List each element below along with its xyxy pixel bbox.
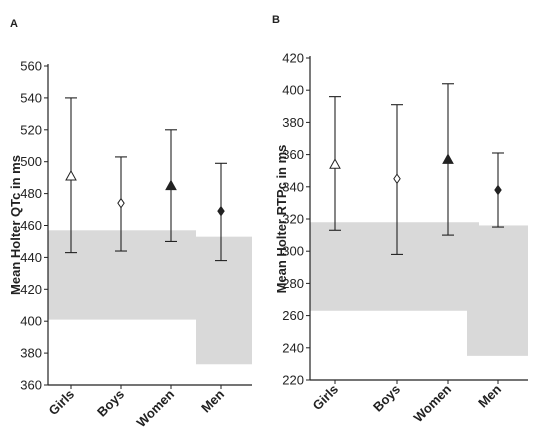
y-axis-label: Mean Holter RTPc in ms <box>274 145 289 294</box>
marker-men <box>217 205 225 217</box>
y-tick-label: 400 <box>20 314 42 329</box>
category-label-girls: Girls <box>46 387 78 419</box>
y-tick-label: 480 <box>20 186 42 201</box>
y-tick-label: 420 <box>20 282 42 297</box>
y-tick-label: 300 <box>282 244 304 259</box>
y-tick-label: 260 <box>282 308 304 323</box>
y-tick-label: 360 <box>282 147 304 162</box>
category-label-women: Women <box>133 386 177 430</box>
marker-women <box>165 179 177 191</box>
category-label-men: Men <box>198 386 227 415</box>
marker-boys <box>117 197 125 209</box>
category-label-boys: Boys <box>94 387 127 420</box>
panel-a-label: A <box>10 18 18 30</box>
marker-girls <box>65 170 77 181</box>
reference-band-1 <box>48 230 196 320</box>
y-tick-label: 380 <box>282 115 304 130</box>
y-tick-label: 420 <box>282 51 304 66</box>
category-label-girls: Girls <box>310 382 342 414</box>
category-label-men: Men <box>475 381 504 410</box>
marker-men <box>494 184 502 196</box>
y-tick-label: 220 <box>282 373 304 388</box>
y-tick-label: 400 <box>282 83 304 98</box>
y-tick-label: 340 <box>282 179 304 194</box>
y-axis-label: Mean Holter QTc in ms <box>8 155 23 295</box>
panel-b-label: B <box>272 14 280 26</box>
reference-band-2 <box>196 236 252 365</box>
y-tick-label: 500 <box>20 154 42 169</box>
category-label-boys: Boys <box>370 382 403 415</box>
marker-girls <box>329 158 341 169</box>
category-label-women: Women <box>410 381 454 425</box>
reference-band-1 <box>310 222 479 311</box>
y-tick-label: 440 <box>20 250 42 265</box>
y-tick-label: 360 <box>20 378 42 393</box>
y-tick-label: 460 <box>20 218 42 233</box>
y-tick-label: 380 <box>20 346 42 361</box>
reference-band-2 <box>467 225 528 356</box>
marker-women <box>442 153 454 164</box>
y-tick-label: 560 <box>20 59 42 74</box>
marker-boys <box>393 173 401 185</box>
y-tick-label: 520 <box>20 122 42 137</box>
panel-b: 220 240 260 280 300 320 340 360 380 400 420 Mean Ho… <box>274 51 528 425</box>
y-tick-label: 540 <box>20 90 42 105</box>
panel-a: 360 380 400 420 440 460 480 500 520 540 560 Mean Ho… <box>8 59 252 430</box>
y-tick-label: 320 <box>282 212 304 227</box>
y-tick-label: 280 <box>282 276 304 291</box>
y-tick-label: 240 <box>282 340 304 355</box>
